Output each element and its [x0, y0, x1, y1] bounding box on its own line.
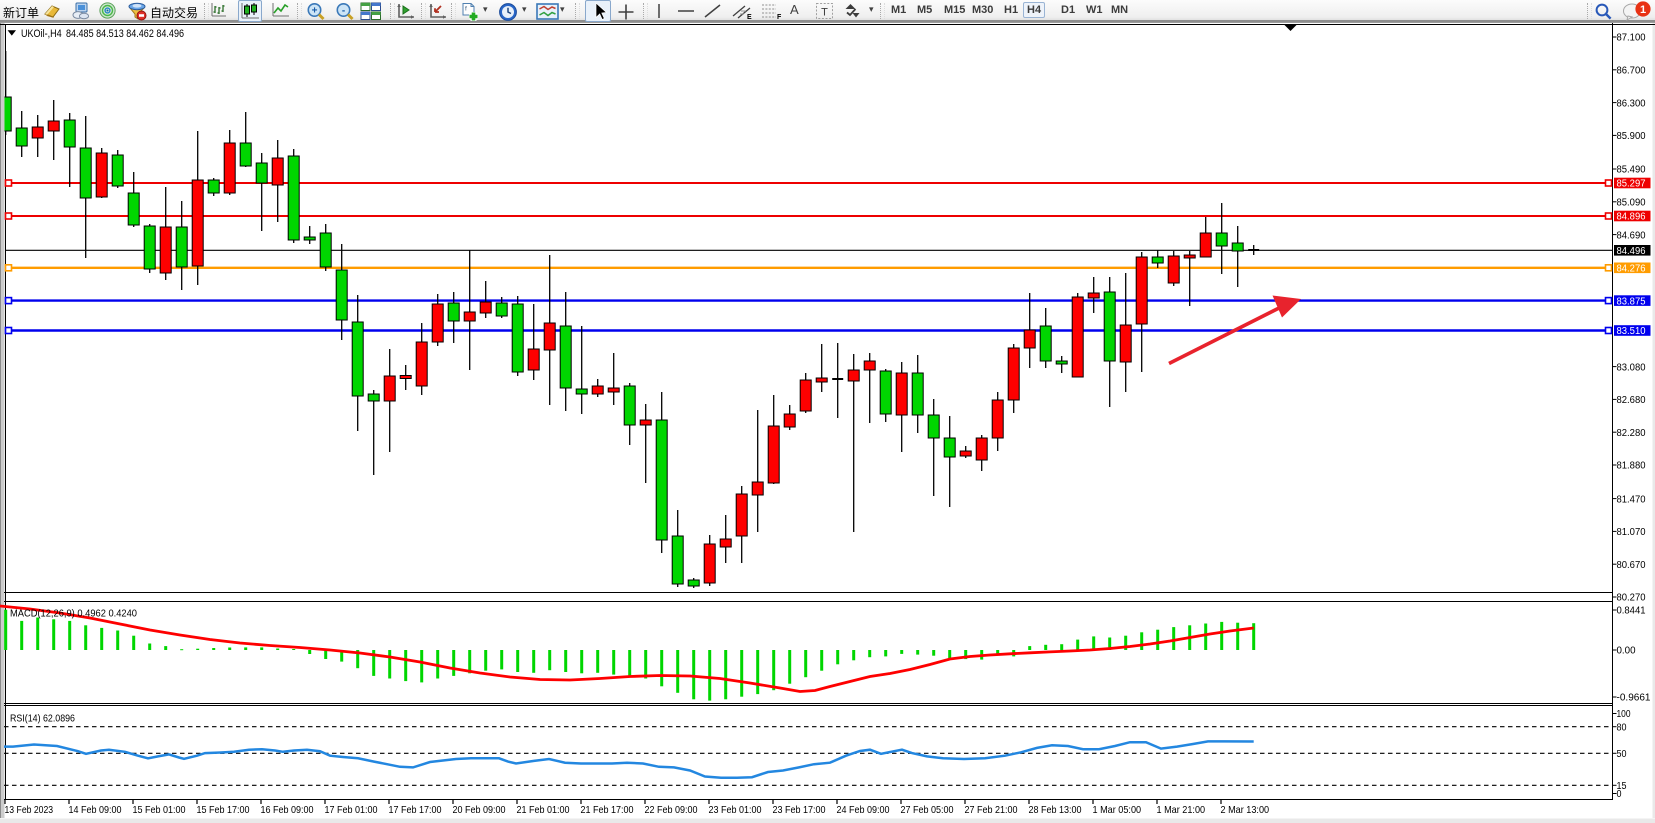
- svg-text:1: 1: [1640, 4, 1646, 16]
- svg-text:27 Feb 21:00: 27 Feb 21:00: [965, 805, 1018, 816]
- svg-text:87.100: 87.100: [1617, 33, 1646, 44]
- svg-text:15: 15: [1617, 781, 1627, 792]
- svg-text:84.276: 84.276: [1617, 264, 1646, 275]
- svg-text:F: F: [777, 14, 782, 20]
- svg-text:f: f: [465, 6, 467, 13]
- svg-text:82.280: 82.280: [1617, 428, 1646, 439]
- svg-text:86.300: 86.300: [1617, 98, 1646, 109]
- svg-text:RSI(14) 62.0896: RSI(14) 62.0896: [10, 713, 75, 725]
- svg-text:23 Feb 01:00: 23 Feb 01:00: [709, 805, 762, 816]
- svg-text:28 Feb 13:00: 28 Feb 13:00: [1029, 805, 1082, 816]
- svg-text:UKOil-,H4 84.485 84.513 84.46: UKOil-,H4 84.485 84.513 84.462 84.496: [21, 28, 184, 40]
- svg-text:85.090: 85.090: [1617, 198, 1646, 209]
- svg-text:17 Feb 17:00: 17 Feb 17:00: [389, 805, 442, 816]
- svg-text:16 Feb 09:00: 16 Feb 09:00: [261, 805, 314, 816]
- svg-text:15 Feb 17:00: 15 Feb 17:00: [197, 805, 250, 816]
- svg-text:E: E: [747, 14, 752, 20]
- svg-text:MACD(12,26,9) 0.4962 0.4240: MACD(12,26,9) 0.4962 0.4240: [10, 608, 137, 620]
- svg-text:-: -: [342, 6, 345, 17]
- svg-text:1 Mar 05:00: 1 Mar 05:00: [1093, 805, 1142, 816]
- svg-text:13 Feb 2023: 13 Feb 2023: [5, 805, 54, 816]
- svg-text:0.8441: 0.8441: [1617, 606, 1646, 617]
- svg-text:81.470: 81.470: [1617, 494, 1646, 505]
- svg-text:81.070: 81.070: [1617, 527, 1646, 538]
- svg-text:1 Mar 21:00: 1 Mar 21:00: [1157, 805, 1206, 816]
- svg-text:84.896: 84.896: [1617, 212, 1646, 223]
- svg-text:20 Feb 09:00: 20 Feb 09:00: [453, 805, 506, 816]
- svg-text:2 Mar 13:00: 2 Mar 13:00: [1221, 805, 1270, 816]
- svg-text:27 Feb 05:00: 27 Feb 05:00: [901, 805, 954, 816]
- svg-text:80.670: 80.670: [1617, 560, 1646, 571]
- svg-text:24 Feb 09:00: 24 Feb 09:00: [837, 805, 890, 816]
- svg-text:82.680: 82.680: [1617, 395, 1646, 406]
- svg-text:21 Feb 01:00: 21 Feb 01:00: [517, 805, 570, 816]
- svg-text:50: 50: [1617, 749, 1627, 760]
- svg-text:+: +: [312, 6, 318, 17]
- svg-text:17 Feb 01:00: 17 Feb 01:00: [325, 805, 378, 816]
- svg-text:100: 100: [1617, 709, 1631, 720]
- svg-text:85.900: 85.900: [1617, 131, 1646, 142]
- svg-text:-0.9661: -0.9661: [1617, 693, 1651, 704]
- svg-text:14 Feb 09:00: 14 Feb 09:00: [69, 805, 122, 816]
- svg-text:21 Feb 17:00: 21 Feb 17:00: [581, 805, 634, 816]
- svg-text:83.875: 83.875: [1617, 296, 1646, 307]
- svg-text:84.496: 84.496: [1617, 246, 1646, 257]
- svg-text:T: T: [821, 7, 828, 19]
- svg-text:84.690: 84.690: [1617, 230, 1646, 241]
- svg-text:80: 80: [1617, 722, 1627, 733]
- svg-text:83.510: 83.510: [1617, 326, 1646, 337]
- svg-text:83.080: 83.080: [1617, 362, 1646, 373]
- svg-text:80.270: 80.270: [1617, 593, 1646, 604]
- svg-text:81.880: 81.880: [1617, 461, 1646, 472]
- svg-text:85.490: 85.490: [1617, 165, 1646, 176]
- svg-text:0: 0: [1617, 789, 1622, 800]
- svg-text:85.297: 85.297: [1617, 179, 1646, 190]
- svg-text:0.00: 0.00: [1617, 646, 1636, 657]
- svg-text:15 Feb 01:00: 15 Feb 01:00: [133, 805, 186, 816]
- svg-text:23 Feb 17:00: 23 Feb 17:00: [773, 805, 826, 816]
- svg-text:86.700: 86.700: [1617, 66, 1646, 77]
- svg-text:22 Feb 09:00: 22 Feb 09:00: [645, 805, 698, 816]
